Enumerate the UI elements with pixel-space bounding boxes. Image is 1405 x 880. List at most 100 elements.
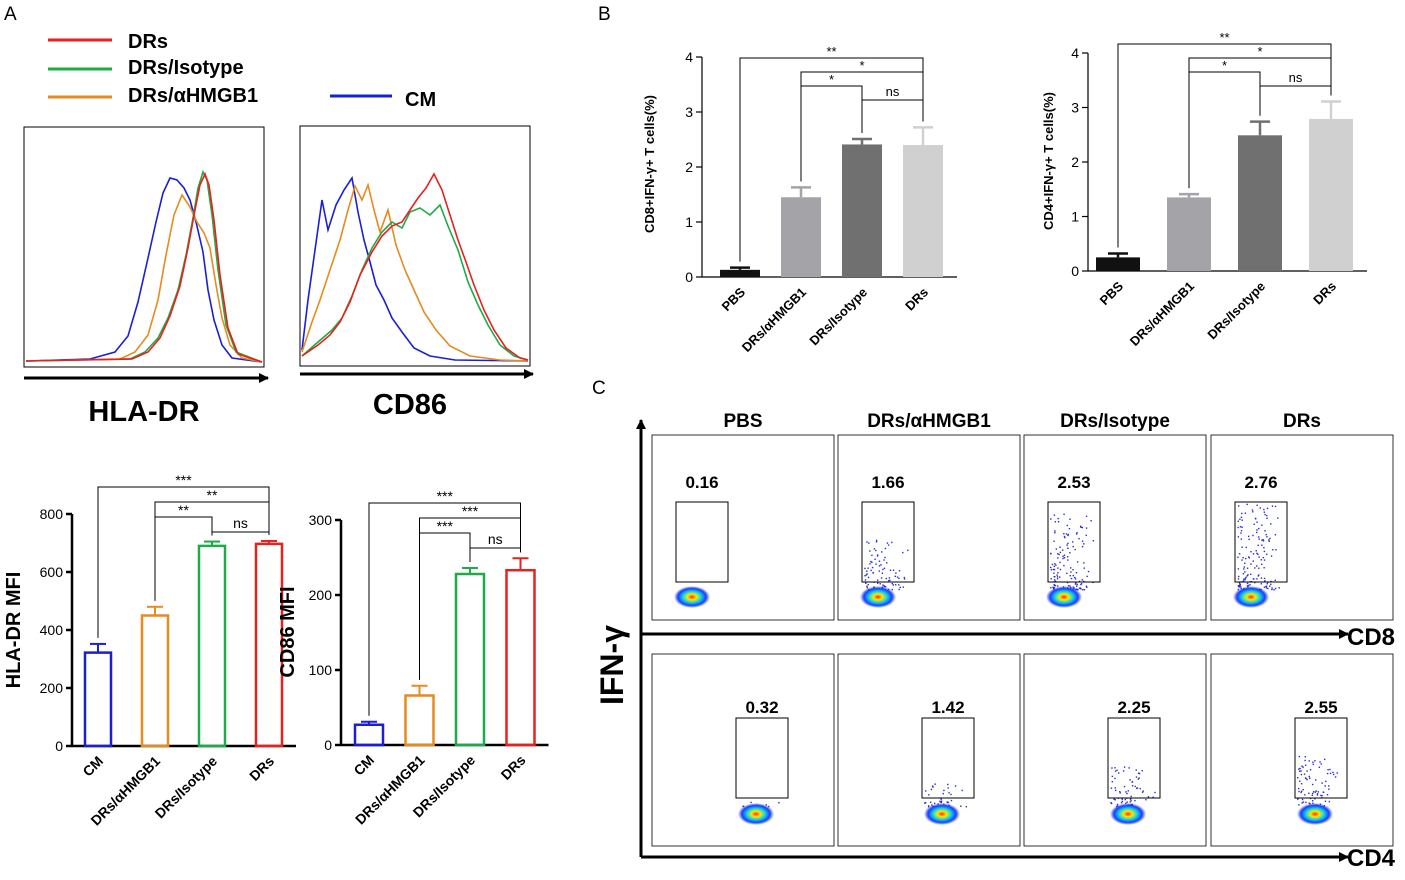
flow-event-dot [947,783,949,786]
cd4_ifng-significance-label: ** [1219,30,1229,45]
flow-event-dot [1301,765,1303,767]
flow-y-axis-label: IFN-γ [594,625,630,705]
flow-event-dot [1328,800,1331,803]
flow-event-dot [1129,801,1131,803]
flow-gate-value: 0.32 [745,698,778,717]
flow-gate-cd4 [1294,717,1348,799]
flow-cd4-axis-label: CD4 [1347,845,1396,872]
cd86_mfi-significance-label: *** [437,518,454,534]
flow-event-dot [1058,553,1060,556]
flow-gate-cd4 [921,717,975,799]
flow-event-dot [1069,567,1072,569]
flow-event-dot [1256,529,1258,531]
flow-event-dot [1110,802,1113,805]
flow-event-dot [1263,586,1266,588]
flow-event-dot [867,583,869,586]
flow-event-dot [1113,798,1115,800]
flow-event-dot [1110,787,1113,789]
flow-event-dot [1243,568,1245,570]
flow-event-dot [1312,763,1315,766]
flow-event-dot [1241,559,1243,561]
flow-event-dot [1237,585,1240,587]
flow-event-dot [1250,573,1252,575]
flow-event-dot [1250,551,1252,553]
flow-event-dot [1300,773,1303,776]
flow-event-dot [1300,770,1302,772]
flow-event-dot [1090,520,1092,522]
flow-population-blob [860,586,896,608]
flow-event-dot [1328,788,1330,790]
cd86_mfi-significance-bracket [419,532,471,680]
flow-event-dot [1110,801,1112,804]
flow-event-dot [895,572,897,574]
flow-event-dot [892,584,894,586]
flow-event-dot [1111,775,1114,778]
flow-event-dot [1258,538,1260,540]
flow-event-dot [1261,524,1263,526]
flow-event-dot [1083,562,1085,564]
flow-event-dot [950,799,953,802]
flow-event-dot [867,576,870,579]
flow-event-dot [1057,572,1059,574]
flow-event-dot [907,549,909,552]
flow-event-dot [1057,517,1059,520]
flow-event-dot [1297,798,1299,800]
flow-event-dot [1056,574,1058,576]
hla_mfi-significance-label: ns [233,515,248,531]
flow-event-dot [1266,553,1268,555]
flow-event-dot [1308,775,1310,778]
cd4_ifng-y-tick-label: 0 [1071,263,1079,279]
flow-event-dot [1238,582,1241,584]
flow-event-dot [1254,517,1257,520]
flow-event-dot [875,539,878,542]
panel-label-a: A [4,4,17,25]
flow-event-dot [1050,578,1052,580]
flow-event-dot [1239,584,1241,587]
histogram-cd86-curves [301,172,529,362]
flow-event-dot [1270,583,1272,586]
flow-event-dot [1085,534,1087,537]
flow-event-dot [1237,556,1239,558]
flow-event-dot [1136,787,1139,789]
cd4_ifng-y-label: CD4+IFN-γ+ T cells(%) [1041,92,1056,230]
flow-event-dot [887,544,890,546]
flow-event-dot [1274,579,1277,582]
flow-event-dot [1305,801,1307,804]
flow-event-dot [1062,555,1064,558]
flow-event-dot [1299,780,1301,782]
flow-event-dot [1266,536,1268,538]
flow-event-dot [884,547,887,550]
flow-event-dot [778,802,780,804]
flow-event-dot [1063,533,1065,535]
flow-gate-cd8 [1047,501,1101,583]
flow-event-dot [1301,802,1303,804]
flow-event-dot [946,801,948,803]
flow-event-dot [1311,794,1313,797]
cd86_mfi-bar [353,723,385,747]
cd4_ifng-category-label: DRs/αHMGB1 [1127,279,1197,349]
flow-event-dot [1244,562,1246,564]
flow-event-dot [864,567,866,570]
flow-event-dot [867,567,869,569]
flow-event-dot [1067,547,1069,549]
flow-event-dot [1302,801,1305,803]
flow-event-dot [1250,563,1252,565]
flow-event-dot [886,542,889,544]
flow-event-dot [1259,507,1262,509]
flow-event-dot [1263,511,1266,513]
flow-event-dot [1271,505,1274,507]
flow-event-dot [1122,770,1125,772]
flow-event-dot [891,541,893,544]
flow-event-dot [884,556,886,559]
hla_mfi-significance-bracket [154,516,213,601]
flow-column-title: PBS [723,411,762,432]
flow-event-dot [888,577,891,579]
flow-event-dot [1239,518,1241,520]
cd4_ifng-y-tick-label: 3 [1071,100,1079,116]
flow-event-dot [1086,575,1088,578]
cd8_ifng-significance-label: * [859,58,864,73]
flow-event-dot [1239,526,1242,528]
flow-event-dot [1237,568,1240,570]
flow-event-dot [1302,788,1304,791]
